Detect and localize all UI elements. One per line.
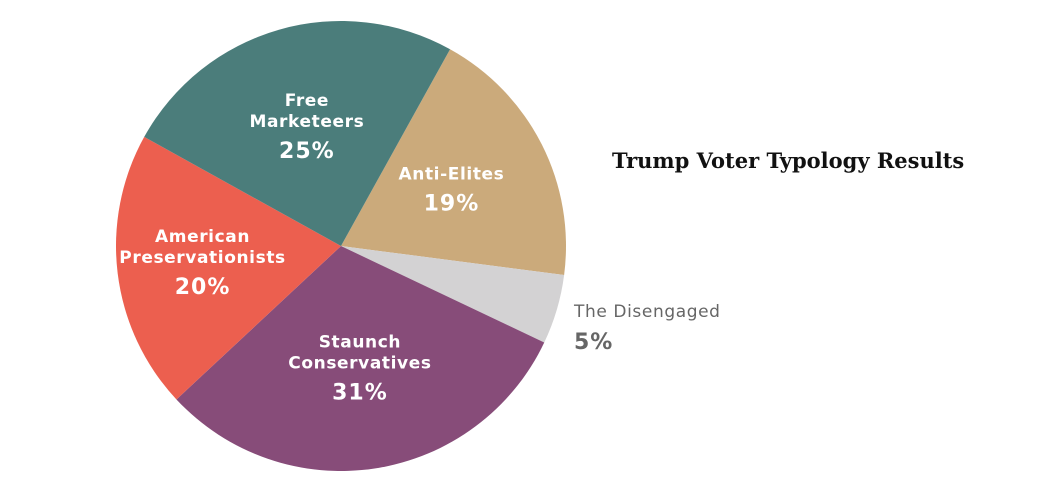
pie-slice-staunch-conservatives bbox=[176, 246, 545, 472]
pie-slice-american-preservationists bbox=[116, 136, 342, 400]
pie-slice-the-disengaged bbox=[341, 246, 565, 343]
slice-label-free-marketeers: Marketeers bbox=[249, 112, 364, 132]
chart-title: Trump Voter Typology Results bbox=[612, 148, 965, 173]
slice-label-the-disengaged: The Disengaged bbox=[573, 302, 721, 322]
slice-label-staunch-conservatives: Staunch bbox=[319, 332, 401, 352]
slice-value-the-disengaged: 5% bbox=[574, 330, 613, 355]
pie-slice-anti-elites bbox=[341, 49, 567, 275]
slice-label-staunch-conservatives: Conservatives bbox=[288, 353, 431, 373]
slice-label-american-preservationists: Preservationists bbox=[119, 248, 286, 268]
slice-label-american-preservationists: American bbox=[155, 227, 250, 247]
pie-labels: Anti-Elites 19% The Disengaged 5% StaunchCon… bbox=[119, 91, 720, 405]
slice-label-free-marketeers: Free bbox=[285, 91, 329, 111]
slice-value-anti-elites: 19% bbox=[424, 192, 480, 217]
slice-value-american-preservationists: 20% bbox=[175, 275, 231, 300]
pie-slice-free-marketeers bbox=[144, 20, 451, 246]
slice-label-anti-elites: Anti-Elites bbox=[398, 165, 504, 185]
pie-slices bbox=[116, 20, 567, 472]
slice-value-free-marketeers: 25% bbox=[279, 139, 335, 164]
slice-value-staunch-conservatives: 31% bbox=[332, 380, 388, 405]
